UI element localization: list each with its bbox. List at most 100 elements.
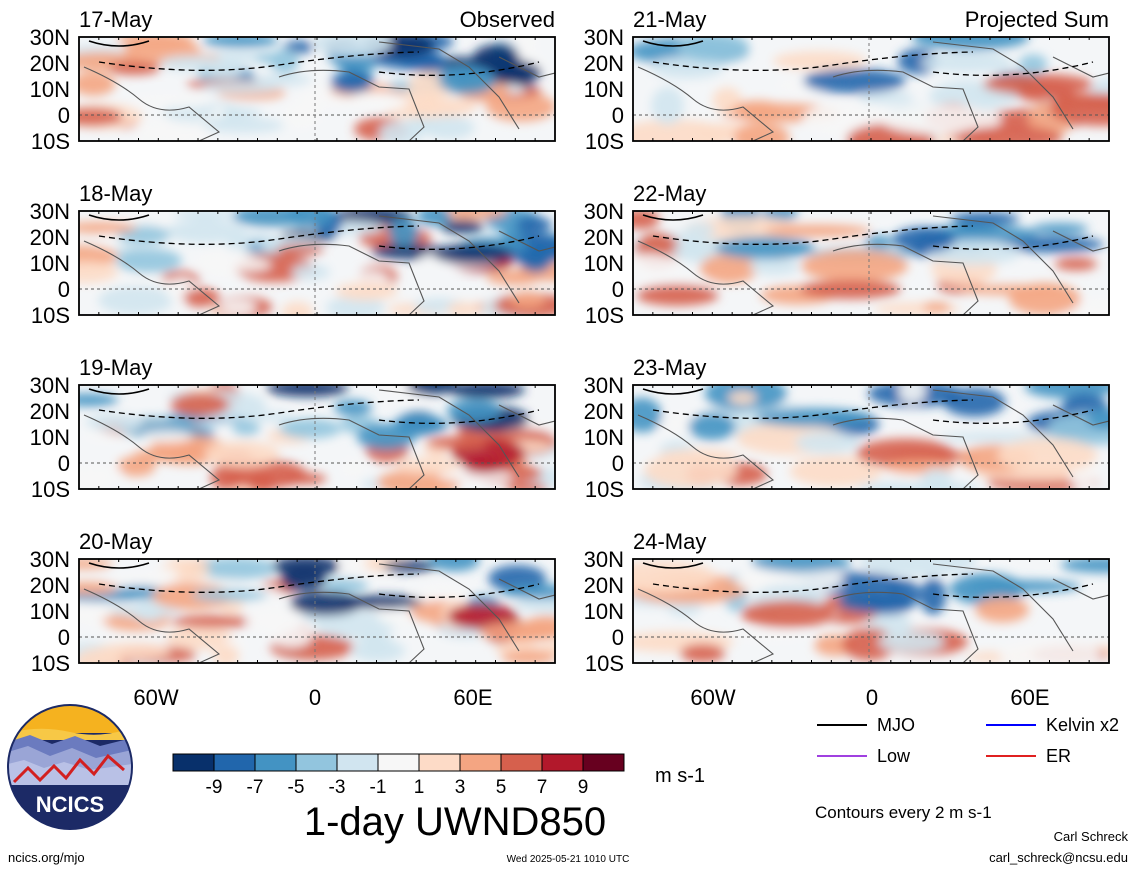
lat-label: 10N bbox=[30, 77, 70, 102]
lat-label: 10S bbox=[31, 651, 70, 676]
colorbar-swatch bbox=[418, 753, 461, 772]
ncics-logo: NCICS bbox=[7, 704, 133, 830]
colorbar-tick-label: -1 bbox=[370, 777, 387, 798]
lat-label: 30N bbox=[30, 199, 70, 224]
lat-label: 20N bbox=[30, 225, 70, 250]
units-label: m s-1 bbox=[655, 765, 705, 787]
colorbar-swatch bbox=[336, 753, 379, 772]
lat-label: 10S bbox=[585, 651, 624, 676]
lat-label: 0 bbox=[58, 277, 70, 302]
lon-label-60w-right: 60W bbox=[690, 685, 735, 710]
lat-label: 10S bbox=[31, 477, 70, 502]
lat-label: 10N bbox=[584, 425, 624, 450]
lat-label: 20N bbox=[584, 51, 624, 76]
contour-note: Contours every 2 m s-1 bbox=[815, 803, 992, 822]
column-header: Observed bbox=[460, 7, 555, 32]
legend-label: Kelvin x2 bbox=[1046, 715, 1119, 735]
colorbar-swatch bbox=[377, 753, 420, 772]
lat-label: 30N bbox=[584, 547, 624, 572]
footer-timestamp: Wed 2025-05-21 1010 UTC bbox=[507, 854, 630, 865]
colorbar-swatch bbox=[295, 753, 338, 772]
panel-date-label: 17-May bbox=[79, 7, 152, 32]
lon-label-0-left: 0 bbox=[309, 685, 321, 710]
lat-label: 0 bbox=[612, 625, 624, 650]
colorbar-swatch bbox=[254, 753, 297, 772]
lat-label: 10S bbox=[31, 303, 70, 328]
panel-date-label: 21-May bbox=[633, 7, 706, 32]
legend-item: MJO bbox=[817, 715, 915, 735]
legend-label: ER bbox=[1046, 746, 1071, 766]
figure-title: 1-day UWND850 bbox=[304, 800, 606, 844]
panel-date-label: 20-May bbox=[79, 529, 152, 554]
lat-label: 30N bbox=[30, 25, 70, 50]
lon-label-60e-right: 60E bbox=[1010, 685, 1049, 710]
colorbar-swatch bbox=[541, 753, 584, 772]
colorbar-tick-label: 3 bbox=[455, 777, 466, 798]
lat-label: 10S bbox=[585, 303, 624, 328]
legend-item: ER bbox=[986, 746, 1071, 766]
panel-date-label: 22-May bbox=[633, 181, 706, 206]
legend: MJO Kelvin x2 Low ER bbox=[817, 715, 1119, 766]
lat-label: 10N bbox=[584, 599, 624, 624]
map-panels: 17-May Observed30N20N10N010S18-May30N20N1… bbox=[30, 7, 1110, 676]
footer-email: carl_schreck@ncsu.edu bbox=[989, 850, 1128, 865]
colorbar-tick-label: -5 bbox=[288, 777, 305, 798]
footer-url: ncics.org/mjo bbox=[8, 850, 85, 865]
lat-label: 10N bbox=[30, 599, 70, 624]
colorbar-swatch bbox=[459, 753, 502, 772]
lat-label: 20N bbox=[30, 399, 70, 424]
lat-label: 0 bbox=[58, 103, 70, 128]
panel-date-label: 23-May bbox=[633, 355, 706, 380]
colorbar-tick-label: 5 bbox=[496, 777, 507, 798]
lat-label: 20N bbox=[584, 225, 624, 250]
colorbar-tick-label: -9 bbox=[206, 777, 223, 798]
lon-label-60w-left: 60W bbox=[133, 685, 178, 710]
lon-label-60e-left: 60E bbox=[453, 685, 492, 710]
lat-label: 30N bbox=[584, 199, 624, 224]
lat-label: 30N bbox=[584, 25, 624, 50]
colorbar-tick-label: 9 bbox=[578, 777, 589, 798]
lat-label: 20N bbox=[584, 573, 624, 598]
panel-date-label: 24-May bbox=[633, 529, 706, 554]
lon-label-0-right: 0 bbox=[866, 685, 878, 710]
lat-label: 0 bbox=[58, 625, 70, 650]
lat-label: 10S bbox=[585, 477, 624, 502]
colorbar-tick-label: -7 bbox=[247, 777, 264, 798]
lat-label: 30N bbox=[30, 547, 70, 572]
colorbar-swatch bbox=[582, 753, 625, 772]
colorbar-swatch bbox=[172, 753, 215, 772]
colorbar: -9 -7 -5 -3 -1 1 3 5 7 9 bbox=[172, 753, 625, 798]
colorbar-tick-label: -3 bbox=[329, 777, 346, 798]
colorbar-swatch bbox=[500, 753, 543, 772]
lat-label: 10N bbox=[30, 425, 70, 450]
lon-axis-left: 60W 0 60E bbox=[133, 685, 492, 710]
lon-axis-right: 60W 0 60E bbox=[690, 685, 1049, 710]
colorbar-swatch bbox=[213, 753, 256, 772]
footer-author: Carl Schreck bbox=[1054, 829, 1129, 844]
legend-label: Low bbox=[877, 746, 911, 766]
colorbar-tick-label: 7 bbox=[537, 777, 548, 798]
lat-label: 20N bbox=[584, 399, 624, 424]
lat-label: 10N bbox=[584, 77, 624, 102]
panel-date-label: 19-May bbox=[79, 355, 152, 380]
colorbar-tick-label: 1 bbox=[414, 777, 425, 798]
lat-label: 10S bbox=[585, 129, 624, 154]
lat-label: 0 bbox=[612, 103, 624, 128]
lat-label: 10S bbox=[31, 129, 70, 154]
lat-label: 20N bbox=[30, 51, 70, 76]
legend-item: Low bbox=[817, 746, 911, 766]
lat-label: 10N bbox=[584, 251, 624, 276]
legend-label: MJO bbox=[877, 715, 915, 735]
lat-label: 10N bbox=[30, 251, 70, 276]
lat-label: 0 bbox=[612, 277, 624, 302]
panel-date-label: 18-May bbox=[79, 181, 152, 206]
lat-label: 30N bbox=[584, 373, 624, 398]
legend-item: Kelvin x2 bbox=[986, 715, 1119, 735]
